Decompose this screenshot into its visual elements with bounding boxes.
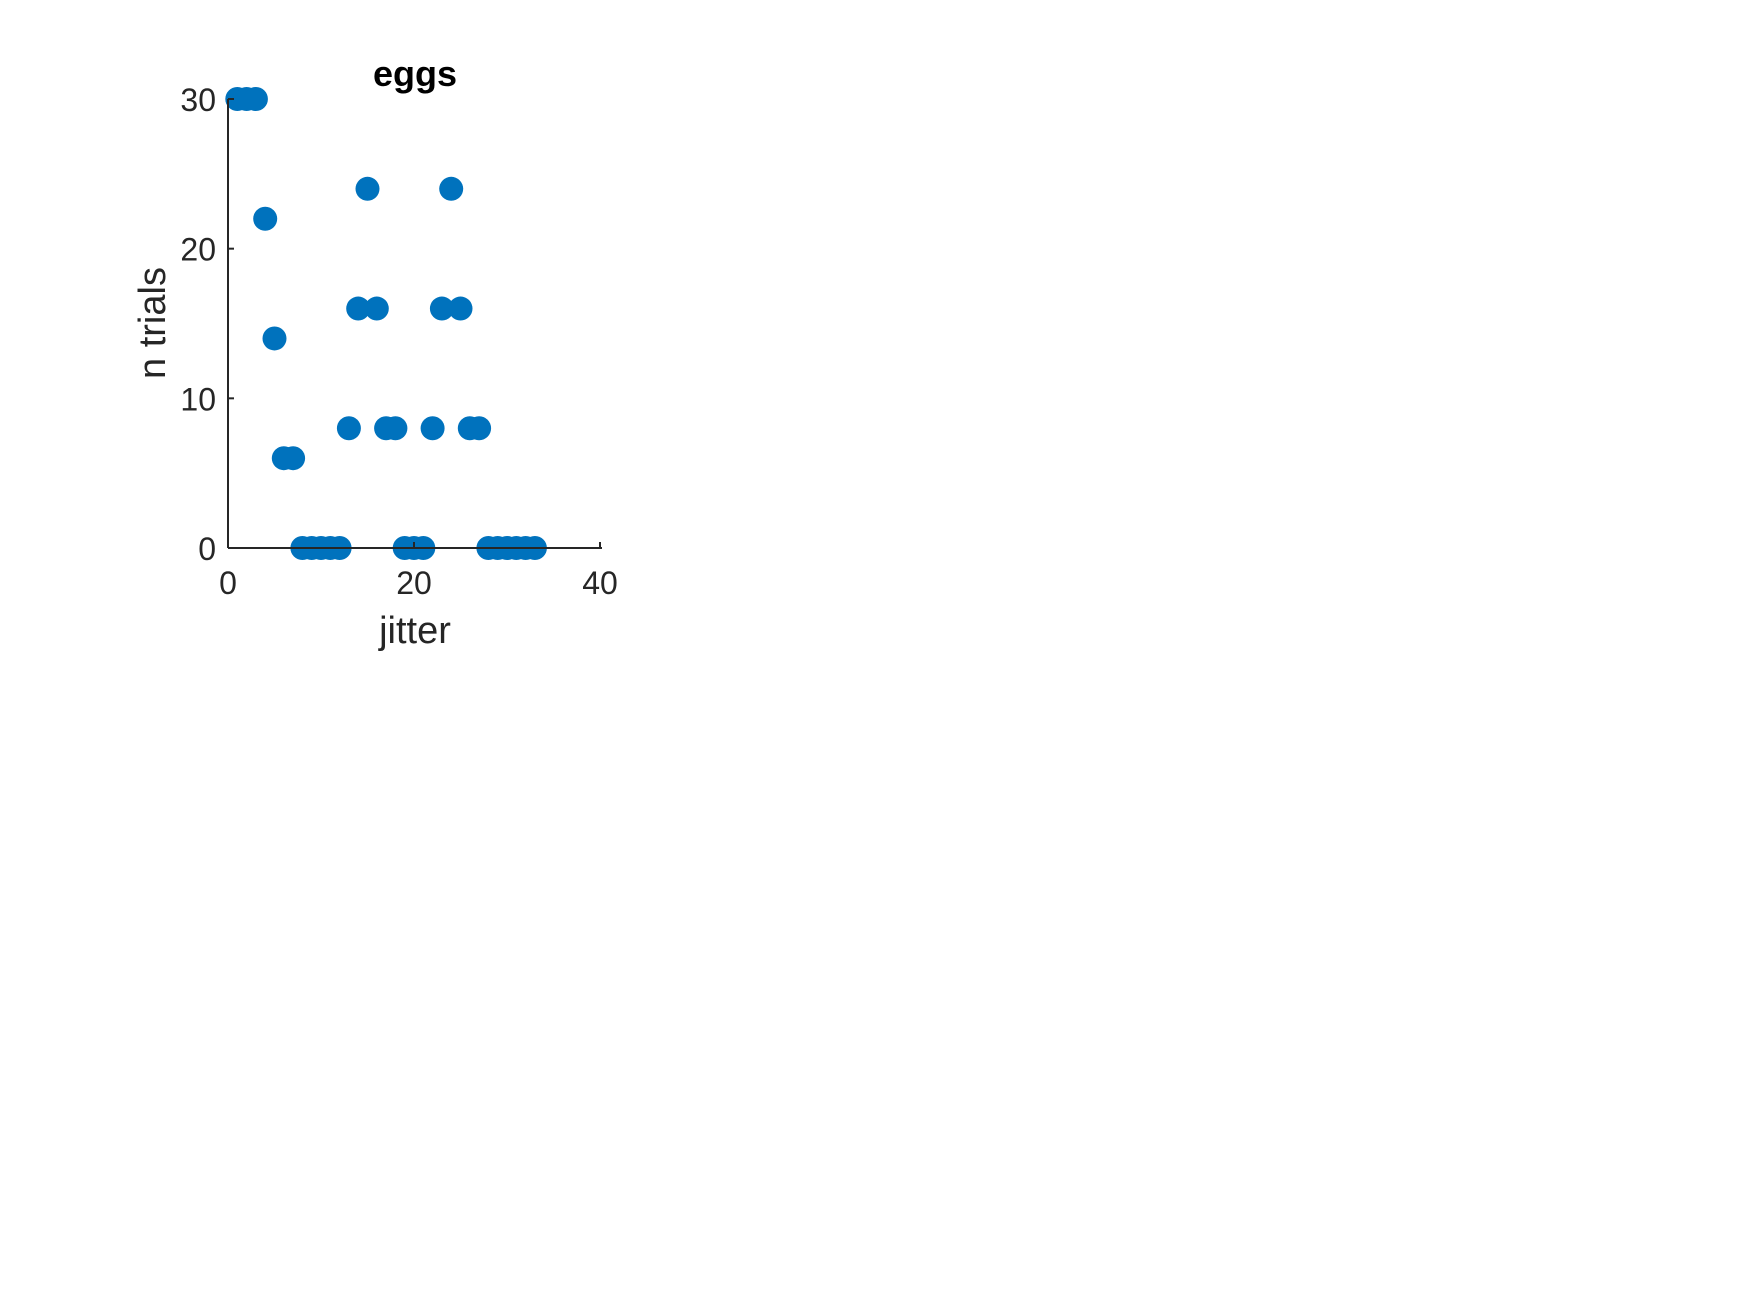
data-point	[336, 416, 361, 441]
x-tick-label: 40	[582, 565, 618, 601]
x-axis-ticks: 0 20 40	[219, 542, 618, 601]
data-point	[262, 326, 287, 351]
chart-title: eggs	[373, 53, 457, 94]
data-point	[346, 296, 371, 321]
y-axis-ticks: 0 10 20 30	[180, 82, 234, 567]
data-point	[383, 416, 408, 441]
y-tick-label: 20	[180, 232, 216, 268]
data-point	[448, 296, 473, 321]
data-point	[281, 446, 306, 471]
data-point	[439, 176, 464, 201]
data-point	[429, 296, 454, 321]
y-axis-label: n trials	[132, 267, 174, 379]
data-point	[355, 176, 380, 201]
data-point	[253, 206, 278, 231]
x-axis-label: jitter	[378, 610, 451, 652]
data-point	[243, 87, 268, 111]
y-tick-label: 0	[198, 531, 216, 567]
data-point	[420, 416, 445, 441]
data-point	[364, 296, 389, 321]
y-tick-label: 10	[180, 381, 216, 417]
x-tick-label: 20	[396, 565, 432, 601]
y-tick-label: 30	[180, 82, 216, 118]
data-point	[467, 416, 492, 441]
x-tick-label: 0	[219, 565, 237, 601]
plot-area: 0 20 40 0 10 20 30	[180, 82, 617, 601]
